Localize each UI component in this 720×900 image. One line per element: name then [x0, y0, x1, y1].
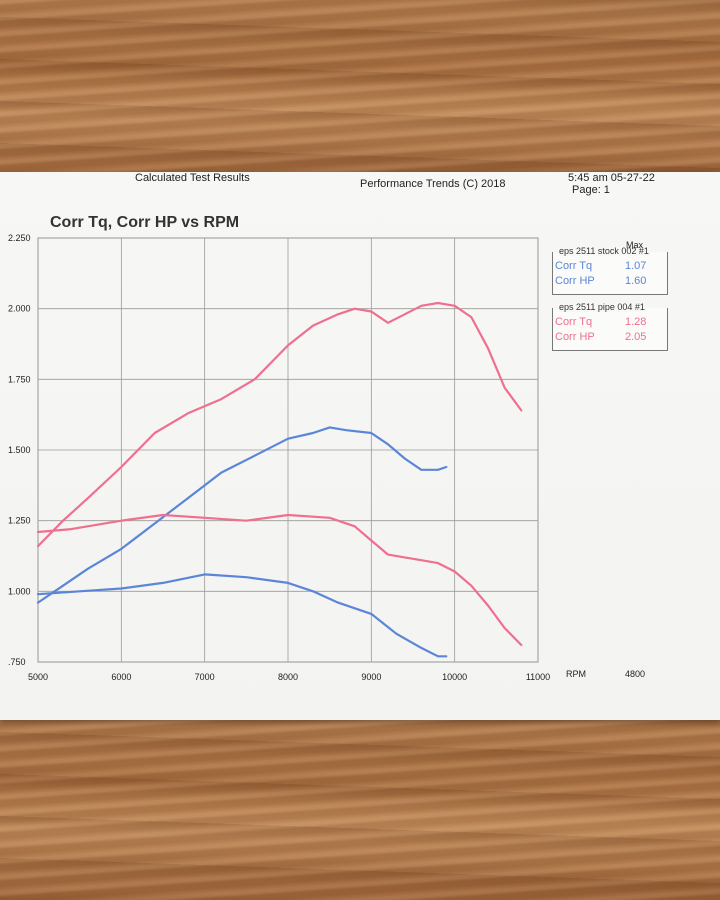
- legend-run-2-row-tq: Corr Tq 1.28: [555, 316, 647, 328]
- y-tick-label: 2.000: [8, 304, 31, 314]
- series-line-corr-hp-stock: [36, 426, 448, 604]
- legend-max-label: Max: [626, 240, 644, 250]
- header-page-label: Page: 1: [572, 184, 610, 196]
- extra-value-label: 4800: [625, 669, 646, 679]
- printout-sheet: Calculated Test Results Performance Tren…: [0, 172, 720, 720]
- x-tick-label: 6000: [111, 672, 131, 682]
- y-tick-label: .750: [8, 657, 26, 667]
- legend-run-2-row-hp: Corr HP 2.05: [555, 331, 647, 343]
- series-line-corr-tq-pipe: [36, 513, 523, 647]
- y-tick-label: 2.250: [8, 233, 31, 243]
- chart-title: Corr Tq, Corr HP vs RPM: [50, 214, 240, 231]
- x-tick-label: 10000: [442, 672, 467, 682]
- x-tick-label: 8000: [278, 672, 298, 682]
- x-tick-label: 9000: [361, 672, 381, 682]
- y-tick-label: 1.250: [8, 516, 31, 526]
- wood-table-top: [0, 0, 720, 185]
- x-tick-label: 5000: [28, 672, 48, 682]
- wood-table-bottom: [0, 715, 720, 900]
- legend-run-1-row-tq: Corr Tq 1.07: [555, 260, 647, 272]
- legend-run-1-name: eps 2511 stock 002 #1: [557, 246, 651, 256]
- dyno-chart: 5000 6000 7000 8000 9000 10000 11000 .750 1.000 1…: [8, 233, 550, 682]
- legend-run-2: eps 2511 pipe 004 #1 Corr Tq 1.28 Corr HP…: [552, 302, 668, 351]
- y-tick-label: 1.500: [8, 445, 31, 455]
- header-center-text: Performance Trends (C) 2018: [360, 178, 506, 190]
- series-line-corr-hp-pipe: [36, 301, 523, 548]
- x-tick-label: 7000: [195, 672, 215, 682]
- header-left-text: Calculated Test Results: [135, 172, 250, 184]
- header-timestamp: 5:45 am 05-27-22: [568, 172, 655, 184]
- series-line-corr-tq-stock: [36, 573, 448, 658]
- x-axis-label: RPM: [566, 669, 586, 679]
- legend-run-1: eps 2511 stock 002 #1 Corr Tq 1.07 Corr H…: [552, 246, 668, 295]
- x-tick-label: 11000: [526, 672, 550, 682]
- legend-run-2-name: eps 2511 pipe 004 #1: [557, 302, 647, 312]
- y-tick-label: 1.000: [8, 586, 31, 596]
- y-tick-label: 1.750: [8, 374, 31, 384]
- legend-run-1-row-hp: Corr HP 1.60: [555, 275, 647, 287]
